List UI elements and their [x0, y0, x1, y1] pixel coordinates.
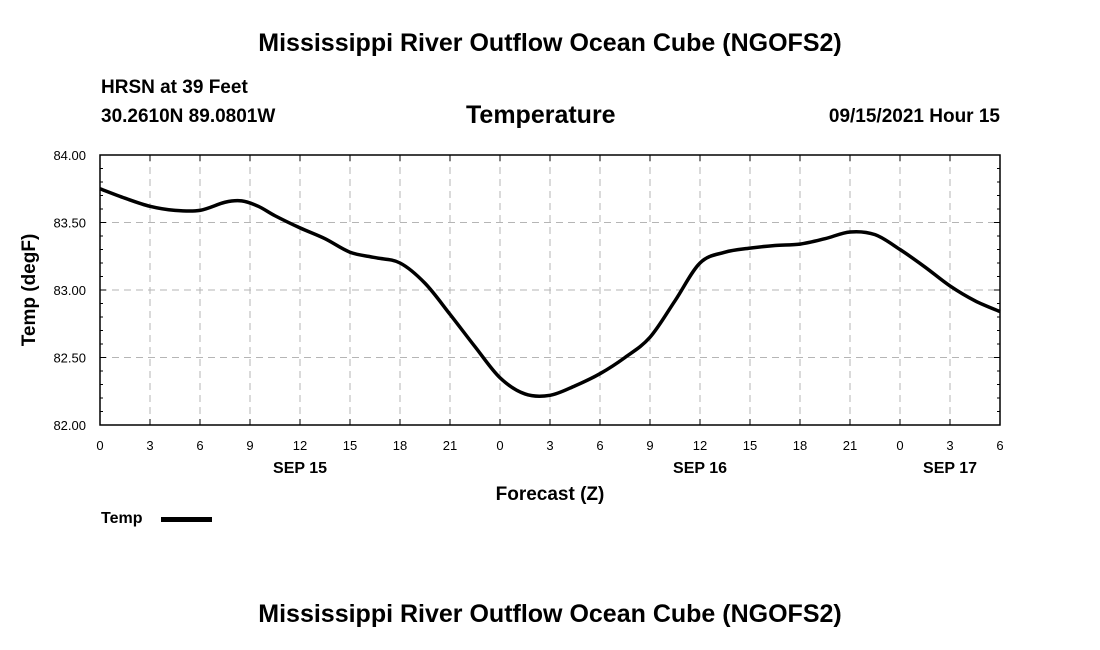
x-axis-label: Forecast (Z)	[496, 484, 605, 505]
forecast-datetime: 09/15/2021 Hour 15	[828, 106, 1000, 127]
x-tick-label: 9	[246, 438, 253, 453]
y-tick-label: 82.00	[53, 418, 86, 433]
x-tick-label: 18	[393, 438, 407, 453]
x-tick-label: 6	[596, 438, 603, 453]
x-tick-label: 12	[693, 438, 707, 453]
axes: 0 3 6 9 12 15 18 21 0 3 6 9 12 15 18 21 0 3 6 82.00 82.50 83.…	[53, 148, 1003, 477]
chart-title: Temperature	[466, 101, 616, 129]
y-tick-label: 82.50	[53, 351, 86, 366]
x-tick-label: 6	[196, 438, 203, 453]
station-coordinates: 30.2610N 89.0801W	[101, 106, 276, 127]
x-tick-label: 21	[843, 438, 857, 453]
main-title: Mississippi River Outflow Ocean Cube (NG…	[258, 29, 842, 57]
y-tick-label: 83.50	[53, 216, 86, 231]
y-tick-label: 83.00	[53, 283, 86, 298]
y-tick-label: 84.00	[53, 148, 86, 163]
y-axis-label: Temp (degF)	[19, 234, 40, 347]
x-tick-label: 15	[743, 438, 757, 453]
day-label: SEP 17	[923, 460, 977, 477]
x-tick-label: 0	[96, 438, 103, 453]
temp-series-line	[99, 187, 1001, 398]
x-tick-label: 3	[546, 438, 553, 453]
x-tick-label: 9	[646, 438, 653, 453]
grid	[100, 155, 1000, 425]
footer-title: Mississippi River Outflow Ocean Cube (NG…	[258, 600, 842, 628]
x-tick-label: 0	[496, 438, 503, 453]
temperature-chart: 0 3 6 9 12 15 18 21 0 3 6 9 12 15 18 21 0 3 6 82.00 82.50 83.…	[19, 148, 1004, 505]
legend-label: Temp	[101, 510, 143, 527]
plot-frame	[99, 154, 1001, 426]
x-tick-label: 18	[793, 438, 807, 453]
day-label: SEP 15	[273, 460, 327, 477]
station-label: HRSN at 39 Feet	[101, 77, 248, 98]
day-label: SEP 16	[673, 460, 727, 477]
x-tick-label: 15	[343, 438, 357, 453]
x-tick-label: 6	[996, 438, 1003, 453]
series	[99, 187, 1001, 398]
x-tick-label: 12	[293, 438, 307, 453]
x-tick-label: 3	[946, 438, 953, 453]
x-tick-label: 3	[146, 438, 153, 453]
x-tick-label: 0	[896, 438, 903, 453]
legend-swatch	[161, 517, 212, 522]
x-tick-label: 21	[443, 438, 457, 453]
